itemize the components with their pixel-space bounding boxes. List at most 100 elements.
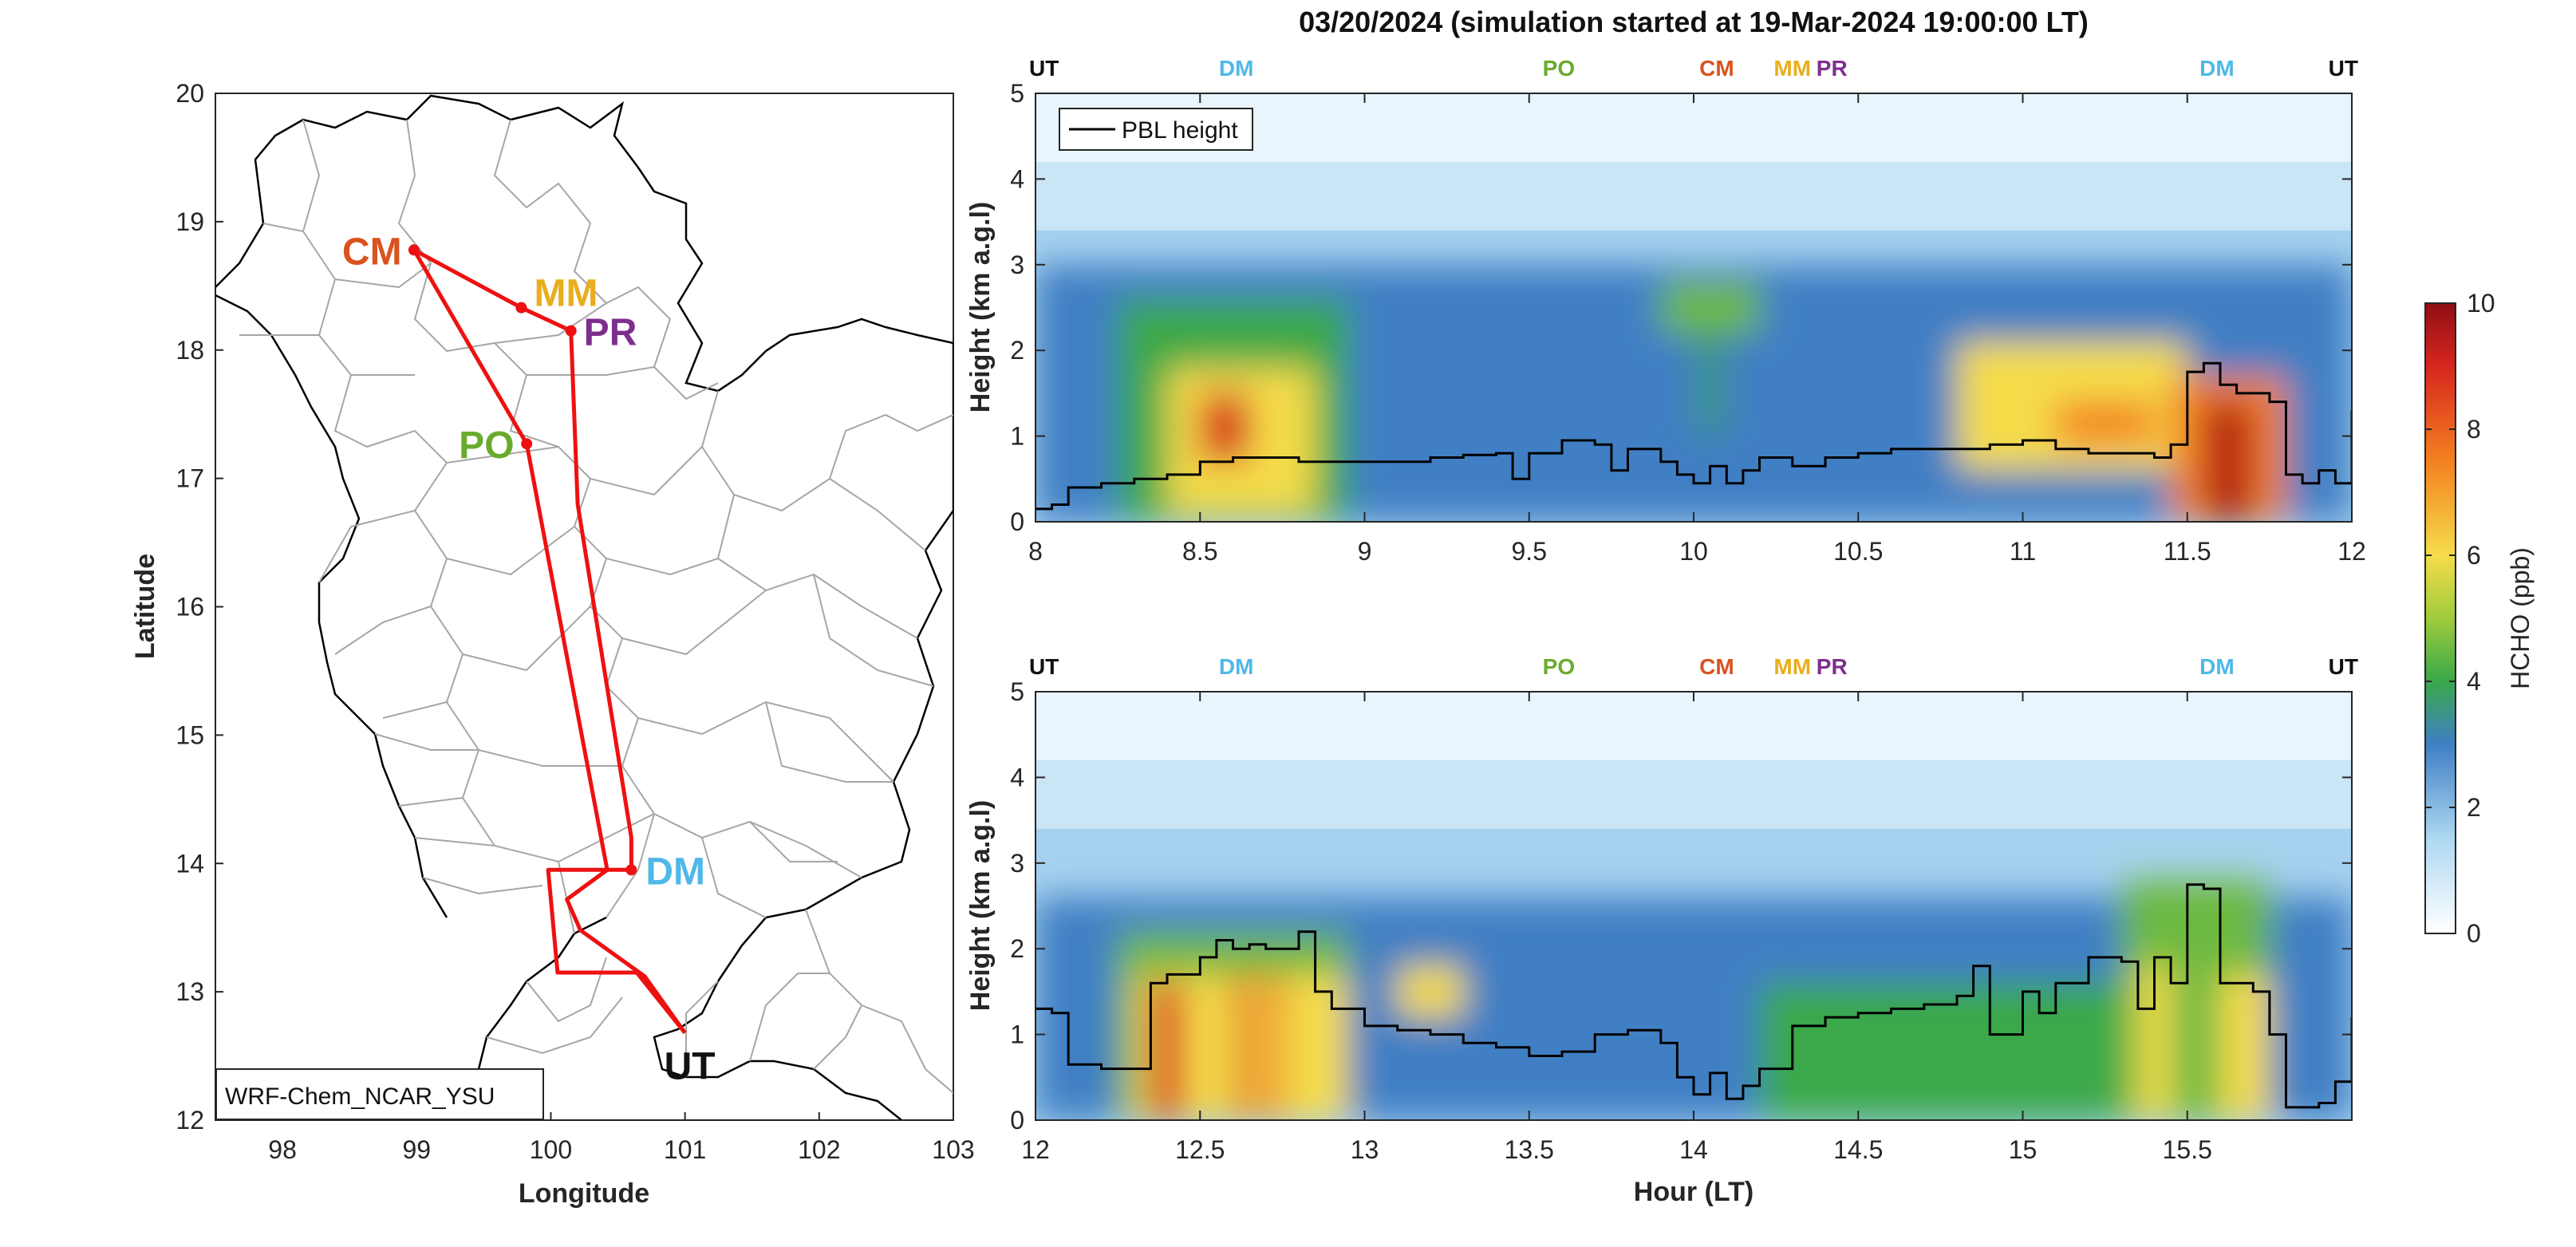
- x-tick-label: 11: [2010, 537, 2036, 566]
- site-markers-1: UT DM PO CM MM PR DM UT: [1029, 56, 2358, 81]
- colorbar-tick-label: 6: [2467, 541, 2481, 570]
- site-marker-pr: [565, 325, 577, 337]
- y-tick-label: 0: [1010, 1106, 1024, 1135]
- site-marker-cm: CM: [1699, 56, 1734, 81]
- model-label-box: [215, 1068, 544, 1120]
- pbl-legend: PBL height: [1059, 108, 1253, 151]
- hcho-field-2: [1036, 692, 2352, 1120]
- y-tick-label: 4: [1010, 164, 1024, 193]
- hcho-cell: [2203, 401, 2254, 522]
- y-ticks-2: 0 1 2 3 4 5: [1010, 677, 2352, 1135]
- site-marker-po: [521, 438, 533, 450]
- hcho-features: [1036, 264, 2352, 522]
- country-outline: [215, 94, 953, 1120]
- x-tick-label: 9: [1358, 537, 1372, 566]
- map-x-tick-label: 98: [268, 1135, 297, 1164]
- model-label: WRF-Chem_NCAR_YSU: [225, 1083, 495, 1110]
- x-ticks-2: 12 12.5 13 13.5 14 14.5 15 15.5: [1021, 692, 2212, 1164]
- site-label-cm: CM: [342, 231, 402, 273]
- x-tick-label: 8.5: [1182, 537, 1217, 566]
- map-y-tick-label: 17: [176, 464, 204, 493]
- site-marker-pr: PR: [1817, 654, 1848, 679]
- site-marker-po: PO: [1543, 56, 1575, 81]
- hcho-cell: [1233, 974, 1250, 1120]
- colorbar-tick-label: 4: [2467, 667, 2481, 696]
- map-y-tick-label: 18: [176, 336, 204, 365]
- y-tick-label: 1: [1010, 422, 1024, 451]
- site-marker-dm: [625, 864, 637, 876]
- y-tick-label: 5: [1010, 677, 1024, 706]
- x-tick-label: 13: [1351, 1135, 1379, 1164]
- colorbar-tick-label: 8: [2467, 415, 2481, 444]
- map-axes-box: [215, 93, 954, 1121]
- x-tick-label: 14.5: [1833, 1135, 1883, 1164]
- site-marker-mm: [515, 302, 527, 314]
- map-geography: [215, 94, 953, 1120]
- hcho-field-1: [1036, 93, 2352, 522]
- x-label-2: Hour (LT): [1634, 1177, 1753, 1207]
- map-x-tick-label: 101: [664, 1135, 706, 1164]
- map-x-tick-label: 99: [402, 1135, 431, 1164]
- site-marker-dm: DM: [1219, 654, 1254, 679]
- site-marker-dm: DM: [2199, 56, 2235, 81]
- y-tick-label: 5: [1010, 79, 1024, 108]
- y-tick-label: 1: [1010, 1020, 1024, 1049]
- site-marker-mm: MM: [1773, 654, 1811, 679]
- site-label-ut: UT: [665, 1046, 716, 1088]
- y-tick-label: 2: [1010, 934, 1024, 963]
- site-marker-cm: [408, 244, 420, 256]
- x-ticks-1: 8 8.5 9 9.5 10 10.5 11 11.5 12: [1028, 93, 2366, 566]
- hcho-cell: [1694, 333, 1727, 436]
- site-marker-ut: UT: [1029, 56, 1059, 81]
- pbl-height-line-1: [1036, 361, 2352, 511]
- site-marker-ut: UT: [2329, 654, 2358, 679]
- map-y-tick-label: 16: [176, 593, 204, 622]
- map-y-label: Latitude: [130, 554, 160, 659]
- map-y-ticks: 12 13 14 15 16 17 18 19 20: [176, 79, 223, 1135]
- map-x-tick-label: 103: [932, 1135, 974, 1164]
- x-tick-label: 11.5: [2164, 537, 2211, 566]
- y-label-2: Height (km a.g.l): [965, 800, 996, 1011]
- x-tick-label: 15.5: [2163, 1135, 2212, 1164]
- x-tick-label: 15: [2009, 1135, 2038, 1164]
- site-marker-cm: CM: [1699, 654, 1734, 679]
- x-tick-label: 12.5: [1175, 1135, 1225, 1164]
- site-marker-mm: MM: [1773, 56, 1811, 81]
- figure-title: 03/20/2024 (simulation started at 19-Mar…: [1299, 6, 2089, 38]
- hcho-cell: [2055, 401, 2155, 445]
- site-label-mm: MM: [534, 273, 598, 315]
- colorbar: 0 2 4 6 8 10 HCHO (ppb): [2424, 289, 2535, 948]
- map-y-tick-label: 12: [176, 1106, 204, 1135]
- map-y-tick-label: 20: [176, 79, 204, 108]
- site-marker-dm: DM: [1219, 56, 1254, 81]
- province-boundaries: [239, 119, 953, 1094]
- site-label-po: PO: [459, 424, 514, 467]
- hcho-cell: [1265, 974, 1283, 1120]
- map-y-tick-label: 14: [176, 849, 204, 878]
- site-marker-po: PO: [1543, 654, 1575, 679]
- pbl-height-line-2: [1036, 883, 2352, 1109]
- map-y-tick-label: 13: [176, 977, 204, 1006]
- hcho-cell: [1397, 965, 1464, 1018]
- y-ticks-1: 0 1 2 3 4 5: [1010, 79, 2352, 536]
- hcho-cell: [1150, 983, 1184, 1120]
- colorbar-label: HCHO (ppb): [2506, 547, 2535, 689]
- x-tick-label: 12: [2337, 537, 2366, 566]
- hcho-cell: [1759, 983, 2122, 1120]
- site-label-dm: DM: [645, 850, 705, 893]
- colorbar-tick-label: 10: [2467, 289, 2495, 318]
- x-tick-label: 9.5: [1512, 537, 1547, 566]
- x-tick-label: 10.5: [1833, 537, 1883, 566]
- y-tick-label: 4: [1010, 763, 1024, 791]
- flight-track-line: [412, 247, 687, 1035]
- x-tick-label: 8: [1028, 537, 1043, 566]
- map-y-tick-label: 19: [176, 207, 204, 236]
- colorbar-tick-label: 2: [2467, 793, 2481, 822]
- x-tick-label: 10: [1679, 537, 1708, 566]
- map-x-label: Longitude: [519, 1178, 649, 1209]
- map-x-ticks: 98 99 100 101 102 103: [268, 1112, 975, 1164]
- x-tick-label: 14: [1679, 1135, 1708, 1164]
